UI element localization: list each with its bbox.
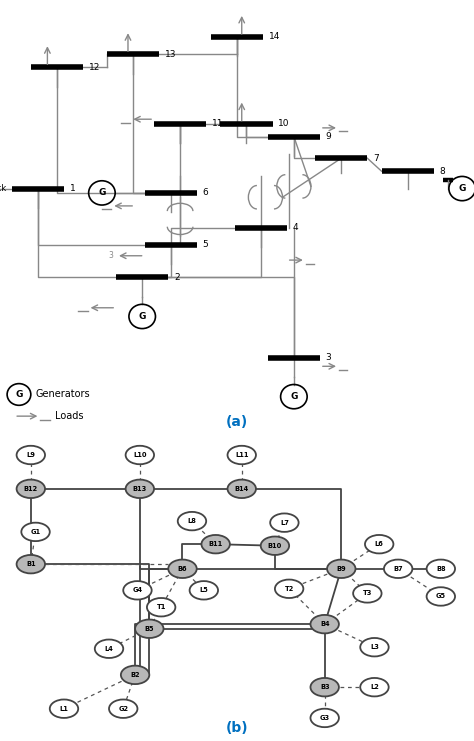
Text: 3: 3	[326, 353, 331, 362]
Text: L11: L11	[235, 452, 248, 458]
Text: G: G	[15, 390, 23, 399]
Text: (b): (b)	[226, 721, 248, 735]
Text: Generators: Generators	[36, 390, 90, 399]
Text: G: G	[98, 188, 106, 197]
Text: (a): (a)	[226, 415, 248, 429]
Text: Slack: Slack	[0, 184, 7, 193]
Text: 4: 4	[292, 223, 298, 232]
Text: B10: B10	[268, 542, 282, 549]
Text: G3: G3	[319, 715, 330, 721]
Circle shape	[353, 584, 382, 602]
Circle shape	[360, 638, 389, 657]
Text: B4: B4	[320, 621, 329, 627]
Circle shape	[21, 522, 50, 541]
Circle shape	[228, 479, 256, 498]
Circle shape	[126, 446, 154, 464]
Text: L8: L8	[188, 518, 196, 524]
Circle shape	[17, 446, 45, 464]
Text: 9: 9	[326, 132, 331, 141]
Text: L3: L3	[370, 644, 379, 650]
Text: G: G	[458, 184, 466, 193]
Text: G4: G4	[132, 588, 143, 594]
Circle shape	[147, 598, 175, 617]
Circle shape	[310, 708, 339, 727]
Text: 1: 1	[70, 184, 75, 193]
Text: L6: L6	[375, 541, 383, 547]
Text: G2: G2	[118, 705, 128, 711]
Text: 11: 11	[212, 119, 223, 128]
Text: G: G	[290, 392, 298, 401]
Circle shape	[135, 619, 164, 638]
Text: B5: B5	[145, 625, 154, 632]
Text: L9: L9	[27, 452, 35, 458]
Circle shape	[228, 446, 256, 464]
Text: B1: B1	[26, 561, 36, 567]
Text: L2: L2	[370, 684, 379, 690]
Circle shape	[310, 678, 339, 697]
Text: 7: 7	[373, 153, 379, 163]
Text: B11: B11	[209, 541, 223, 547]
Text: B12: B12	[24, 486, 38, 492]
Circle shape	[126, 479, 154, 498]
Text: 10: 10	[278, 119, 290, 128]
Text: B2: B2	[130, 672, 140, 678]
Circle shape	[190, 581, 218, 599]
Circle shape	[123, 581, 152, 599]
Text: 3: 3	[109, 251, 114, 260]
Text: G1: G1	[30, 529, 41, 535]
Text: 8: 8	[439, 167, 445, 176]
Text: 14: 14	[269, 33, 280, 41]
Circle shape	[365, 535, 393, 554]
Text: 2: 2	[174, 273, 180, 282]
Circle shape	[384, 559, 412, 578]
Text: B7: B7	[393, 566, 403, 572]
Circle shape	[427, 559, 455, 578]
Text: T3: T3	[363, 591, 372, 597]
Text: L1: L1	[60, 705, 68, 711]
Text: G5: G5	[436, 594, 446, 599]
Text: L5: L5	[200, 588, 208, 594]
Text: B13: B13	[133, 486, 147, 492]
Text: L4: L4	[105, 645, 113, 652]
Circle shape	[310, 615, 339, 634]
Text: T2: T2	[284, 586, 294, 592]
Circle shape	[178, 512, 206, 531]
Circle shape	[17, 555, 45, 574]
Circle shape	[261, 536, 289, 555]
Circle shape	[275, 579, 303, 598]
Text: G: G	[138, 312, 146, 321]
Circle shape	[109, 700, 137, 718]
Text: 12: 12	[89, 63, 100, 72]
Text: B14: B14	[235, 486, 249, 492]
Circle shape	[95, 639, 123, 658]
Circle shape	[270, 514, 299, 532]
Text: 5: 5	[202, 240, 208, 250]
Text: 13: 13	[164, 50, 176, 59]
Text: B3: B3	[320, 684, 329, 690]
Circle shape	[168, 559, 197, 578]
Circle shape	[427, 587, 455, 605]
Text: B8: B8	[436, 566, 446, 572]
Text: T1: T1	[156, 604, 166, 611]
Circle shape	[327, 559, 356, 578]
Text: 6: 6	[202, 188, 208, 197]
Text: Loads: Loads	[55, 411, 83, 421]
Circle shape	[50, 700, 78, 718]
Circle shape	[360, 678, 389, 697]
Text: B6: B6	[178, 566, 187, 572]
Text: L7: L7	[280, 519, 289, 525]
Text: L10: L10	[133, 452, 146, 458]
Circle shape	[121, 665, 149, 684]
Text: B9: B9	[337, 566, 346, 572]
Circle shape	[201, 535, 230, 554]
Circle shape	[17, 479, 45, 498]
